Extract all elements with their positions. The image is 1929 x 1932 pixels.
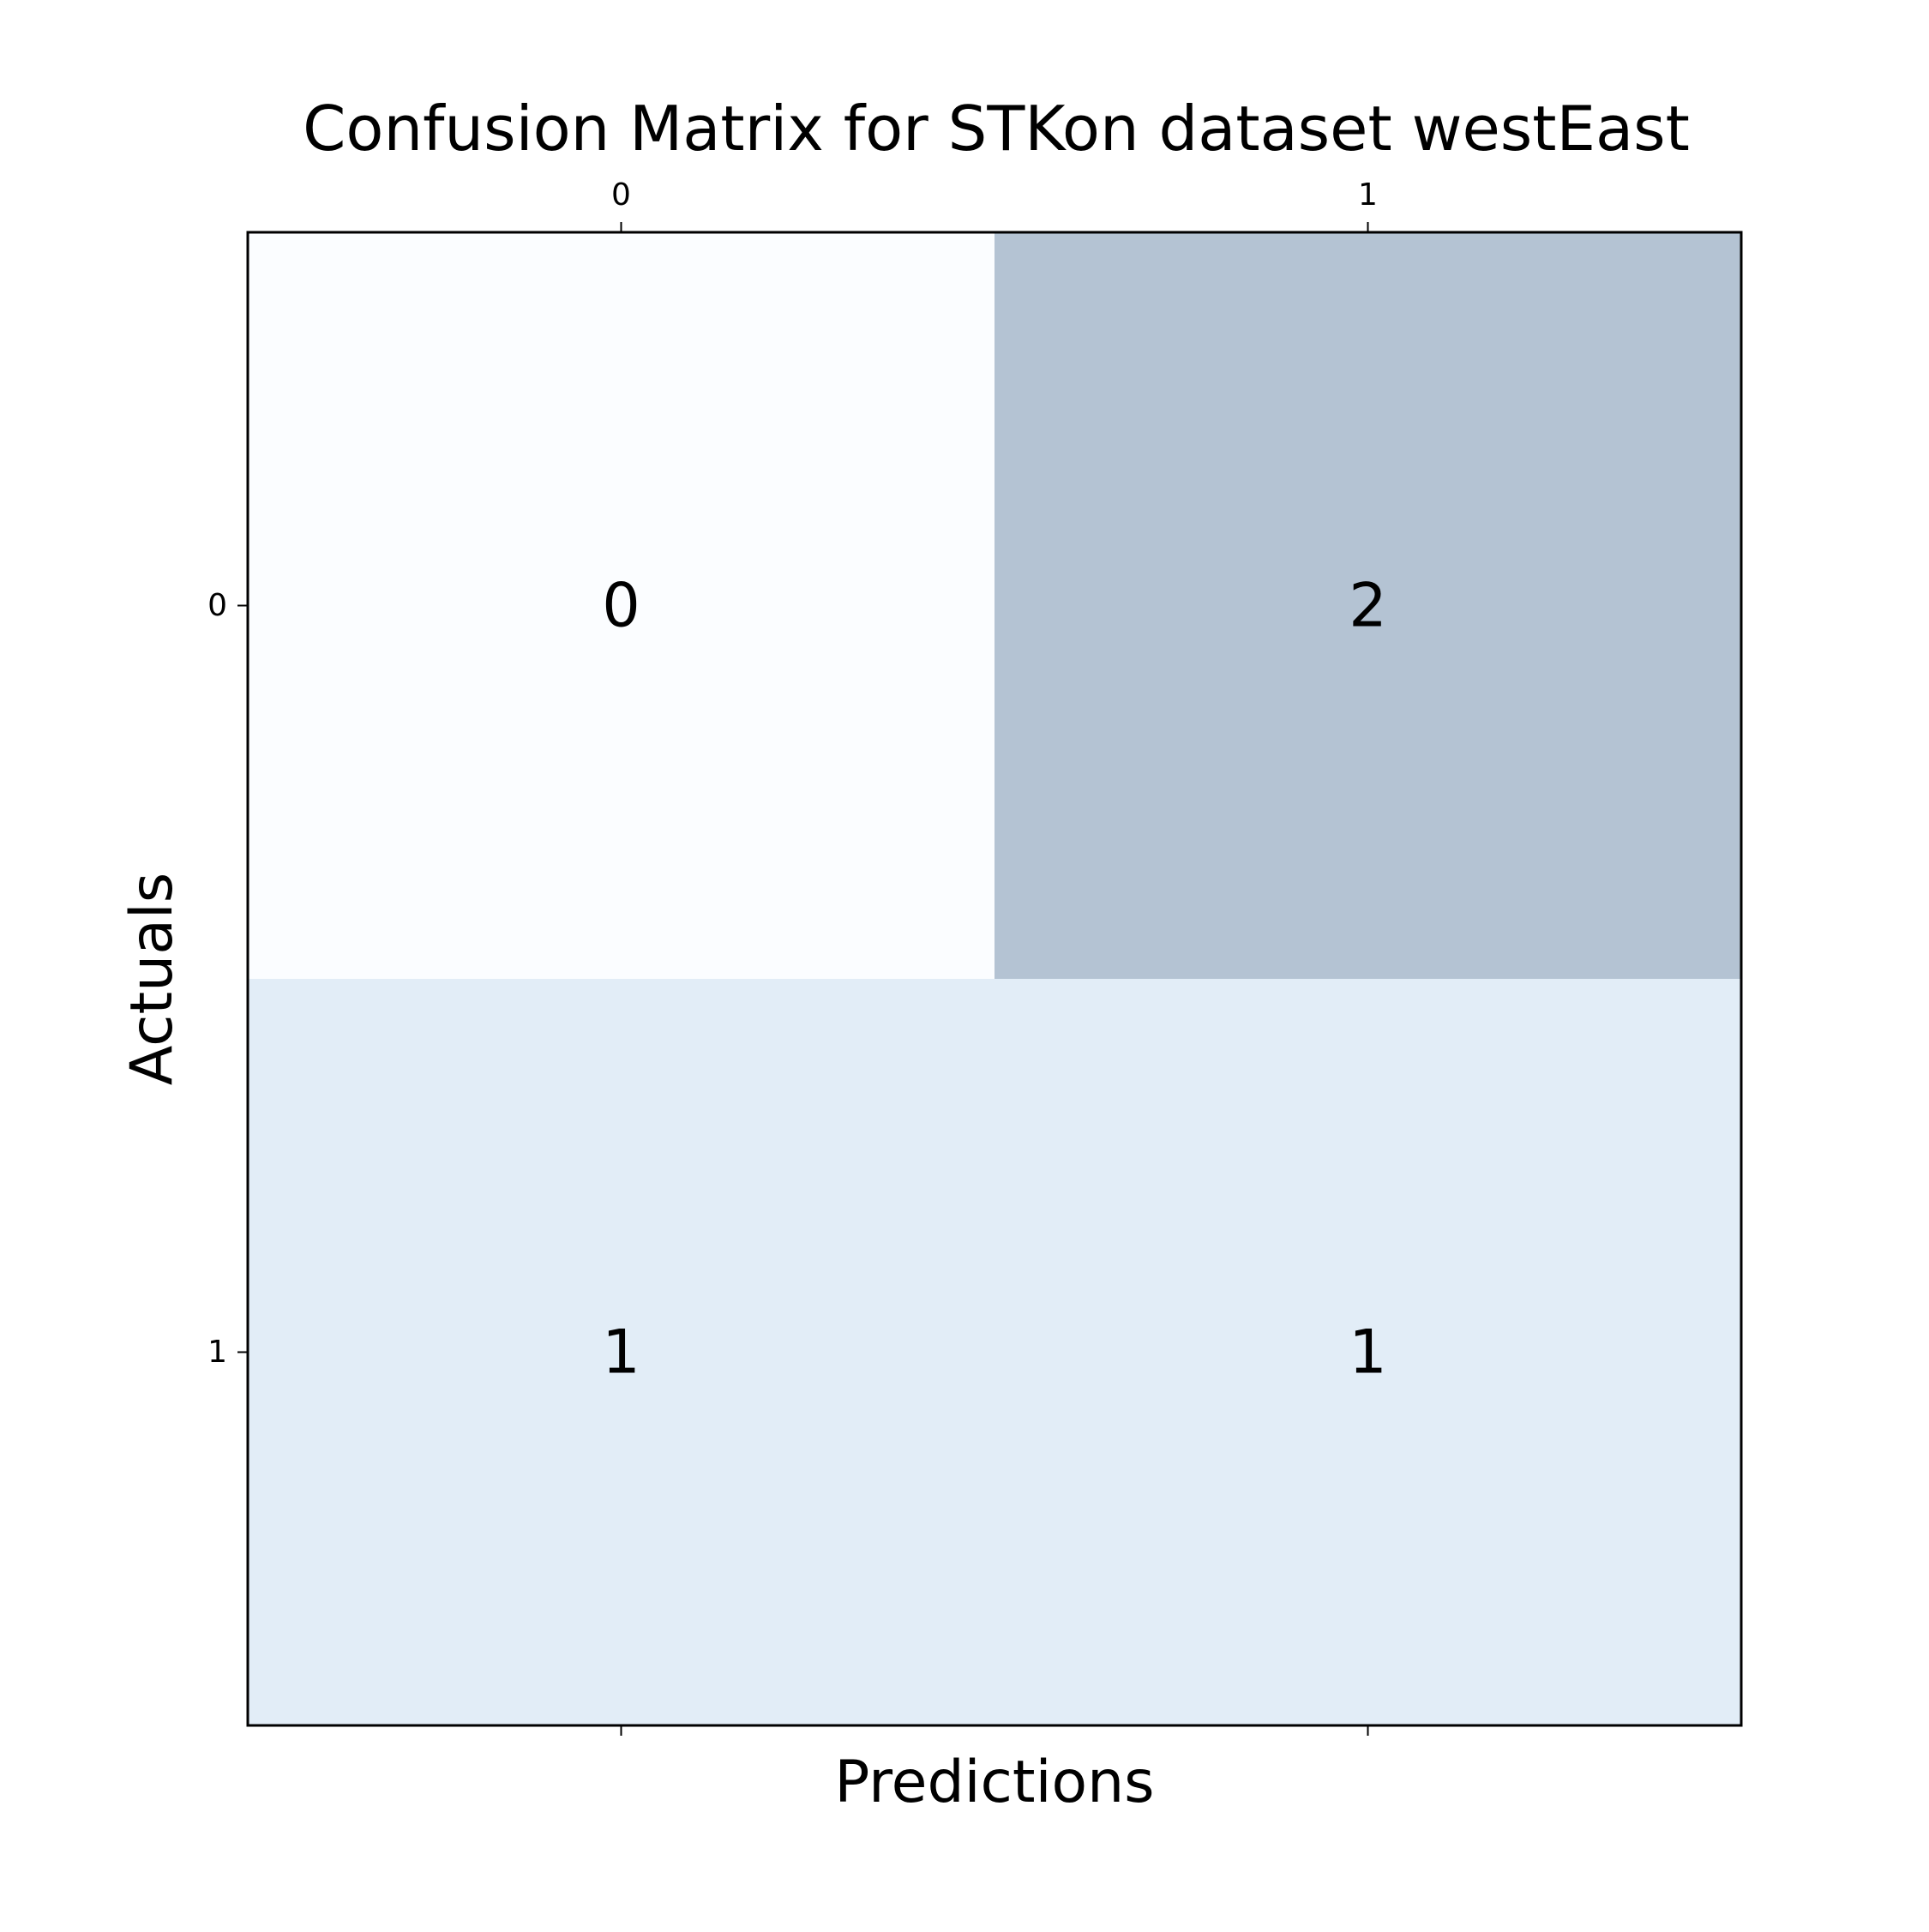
x-tick-label-0: 0 — [611, 177, 631, 213]
cell-value-r1-c1: 1 — [1349, 1317, 1387, 1388]
chart-title: Confusion Matrix for STKon dataset westE… — [303, 93, 1690, 165]
y-axis-label: Actuals — [118, 873, 186, 1085]
x-tick-label-1: 1 — [1358, 177, 1378, 213]
heatmap-cell-r1-c1 — [995, 979, 1741, 1725]
cell-value-r1-c0: 1 — [602, 1317, 640, 1388]
plot-frame — [246, 231, 1743, 1727]
y-tick-label-1: 1 — [207, 1335, 227, 1370]
x-axis-label: Predictions — [834, 1749, 1154, 1816]
heatmap-cell-r0-c1 — [995, 232, 1741, 979]
heatmap-cell-r0-c0 — [248, 232, 995, 979]
heatmap-cells — [248, 232, 1741, 1725]
y-tick-label-0: 0 — [207, 588, 227, 623]
heatmap-cell-r1-c0 — [248, 979, 995, 1725]
cell-value-r0-c0: 0 — [602, 571, 640, 641]
cell-value-r0-c1: 2 — [1349, 571, 1387, 641]
heatmap-cell-labels: 0 2 1 1 — [602, 571, 1387, 1388]
y-axis-ticks: 01 — [207, 588, 248, 1370]
